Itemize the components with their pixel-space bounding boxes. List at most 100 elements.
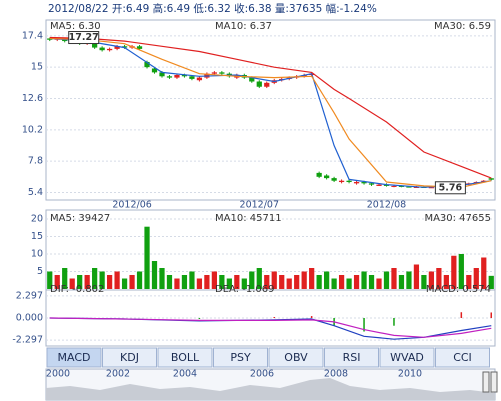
x-tick-label: 2012/06 (112, 200, 151, 211)
tab[interactable] (102, 347, 157, 368)
bar (421, 275, 427, 289)
y-tick-label: 15 (31, 62, 43, 73)
line (49, 317, 492, 338)
tab[interactable] (435, 347, 490, 368)
candle-body (92, 42, 98, 48)
year-label: 2000 (46, 369, 70, 380)
tab-label[interactable]: PSY (230, 351, 251, 364)
bar (368, 275, 375, 289)
navigator-handle[interactable] (490, 371, 498, 393)
candle-body (383, 184, 390, 186)
legend-label: MA10: 45711 (215, 213, 282, 224)
y-tick-label: 7.8 (28, 156, 43, 167)
navigator-handle[interactable] (482, 371, 490, 393)
candle-body (316, 172, 322, 177)
bar (443, 275, 449, 289)
tab-label[interactable]: BOLL (171, 351, 200, 364)
tab-label[interactable]: OBV (284, 351, 308, 364)
line (49, 36, 492, 179)
bar (294, 275, 300, 289)
bar (256, 268, 262, 289)
y-tick-label: 5.4 (28, 187, 43, 198)
bar (353, 275, 360, 289)
candle-body (338, 180, 345, 183)
bar (47, 271, 53, 289)
bar (136, 271, 143, 289)
y-tick-label: 12.6 (22, 93, 43, 104)
bar (151, 261, 158, 289)
tab-label[interactable]: RSI (343, 351, 361, 364)
candle-body (361, 182, 367, 184)
tab[interactable] (157, 347, 213, 368)
x-tick-label: 2012/08 (367, 200, 406, 211)
bar (481, 257, 487, 289)
legend-label: MA10: 6.37 (215, 21, 272, 32)
bar (189, 271, 195, 289)
legend-label: DEA: -1.069 (215, 284, 274, 295)
candle-body (346, 180, 352, 183)
bar (84, 275, 90, 289)
legend-label: MACD: 0.574 (426, 284, 491, 295)
bar (316, 275, 322, 289)
bar (361, 271, 367, 289)
bar (92, 268, 98, 289)
candle-body (398, 185, 405, 187)
bar (346, 278, 352, 289)
annotation-box (434, 181, 466, 195)
tab[interactable] (46, 347, 102, 368)
bar (271, 271, 277, 289)
y-tick-label: 5 (37, 266, 43, 277)
bar (129, 275, 135, 289)
y-tick-label: 20 (31, 214, 43, 225)
bar (324, 271, 330, 289)
bar (331, 278, 337, 289)
candle-body (166, 76, 173, 78)
tab-label[interactable]: WVAD (390, 351, 424, 364)
bar (264, 275, 270, 289)
line (49, 37, 492, 188)
tab[interactable] (213, 347, 268, 368)
candle-body (406, 186, 412, 188)
bar (106, 275, 113, 289)
year-label: 2008 (324, 369, 348, 380)
candle-body (159, 72, 165, 77)
line (49, 37, 492, 188)
bar (241, 278, 247, 289)
candle-body (47, 38, 53, 40)
candle-body (174, 74, 180, 78)
tab-label[interactable]: KDJ (120, 351, 139, 364)
tab[interactable] (268, 347, 324, 368)
bar (376, 278, 382, 289)
annotation-box (68, 31, 100, 45)
bar (338, 275, 345, 289)
bar (211, 271, 217, 289)
year-label: 2002 (106, 369, 130, 380)
bar (54, 275, 60, 289)
candle-body (151, 68, 158, 73)
tab-label[interactable]: MACD (58, 351, 91, 364)
bar (166, 275, 173, 289)
candle-body (324, 175, 330, 179)
legend-label: MA30: 6.59 (434, 21, 491, 32)
candle-body (189, 76, 195, 79)
bar (451, 255, 457, 289)
bar (488, 275, 494, 289)
line (49, 317, 492, 340)
y-tick-label: 0.000 (16, 313, 43, 324)
tab[interactable] (379, 347, 435, 368)
y-tick-label: 2.297 (16, 290, 43, 301)
tab[interactable] (324, 347, 379, 368)
bar (62, 268, 68, 289)
bar (181, 275, 188, 289)
bar (77, 275, 83, 289)
bar (121, 278, 128, 289)
candle-body (106, 48, 113, 51)
tab-label[interactable]: CCI (453, 351, 472, 364)
year-label: 2010 (398, 369, 422, 380)
candle-body (121, 46, 128, 48)
bar (309, 268, 315, 289)
y-tick-label: 10 (31, 249, 43, 260)
bar (226, 278, 232, 289)
candle-body (249, 77, 255, 82)
